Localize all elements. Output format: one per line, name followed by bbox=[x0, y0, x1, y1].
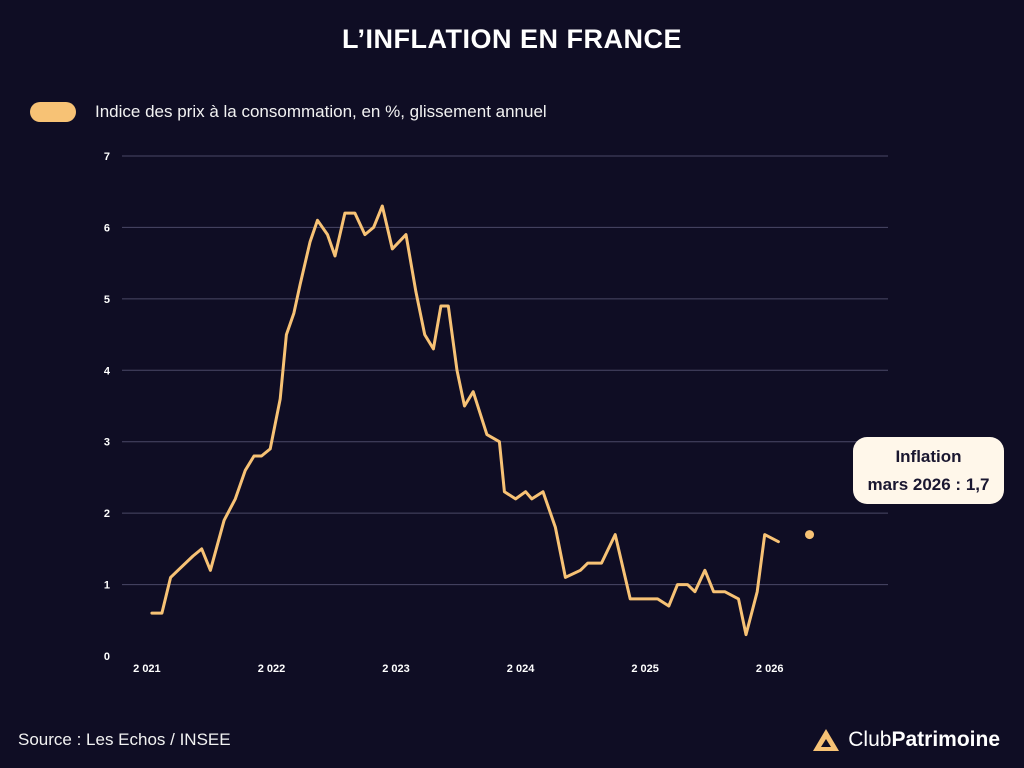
y-tick-label: 6 bbox=[104, 222, 110, 234]
callout-line-2: mars 2026 : 1,7 bbox=[867, 474, 990, 494]
callout-line-1: Inflation bbox=[895, 446, 962, 466]
chart-title: L’INFLATION EN FRANCE bbox=[342, 24, 682, 54]
y-tick-label: 4 bbox=[104, 365, 111, 377]
x-tick-label: 2 023 bbox=[382, 663, 410, 675]
legend-swatch bbox=[30, 102, 76, 122]
triangle-logo-icon bbox=[813, 729, 840, 751]
inflation-line bbox=[150, 204, 780, 637]
y-tick-label: 0 bbox=[104, 651, 110, 663]
gridlines bbox=[122, 155, 888, 586]
inflation-callout: Inflation mars 2026 : 1,7 bbox=[853, 437, 1004, 504]
y-tick-label: 1 bbox=[104, 580, 110, 592]
x-tick-label: 2 022 bbox=[258, 663, 286, 675]
x-tick-label: 2 024 bbox=[507, 663, 535, 675]
x-tick-label: 2 026 bbox=[756, 663, 784, 675]
y-axis-ticks: 0 1 2 3 4 5 6 7 bbox=[104, 151, 111, 663]
y-tick-label: 5 bbox=[104, 294, 110, 306]
source-note: Source : Les Echos / INSEE bbox=[18, 730, 231, 749]
legend: Indice des prix à la consommation, en %,… bbox=[30, 100, 547, 124]
y-tick-label: 7 bbox=[104, 151, 110, 163]
y-tick-label: 3 bbox=[104, 437, 110, 449]
brand-name-light: Club bbox=[848, 728, 892, 751]
highlight-point-mars-2026 bbox=[805, 530, 815, 540]
x-tick-label: 2 021 bbox=[133, 663, 161, 675]
x-tick-label: 2 025 bbox=[631, 663, 659, 675]
brand-logo: Club Patrimoine bbox=[812, 728, 1000, 752]
x-axis-ticks: 2 021 2 022 2 023 2 024 2 025 2 026 bbox=[133, 663, 783, 675]
series-layer bbox=[150, 204, 815, 637]
brand-name-bold: Patrimoine bbox=[891, 728, 1000, 751]
y-tick-label: 2 bbox=[104, 508, 110, 520]
legend-label: Indice des prix à la consommation, en %,… bbox=[95, 102, 547, 121]
